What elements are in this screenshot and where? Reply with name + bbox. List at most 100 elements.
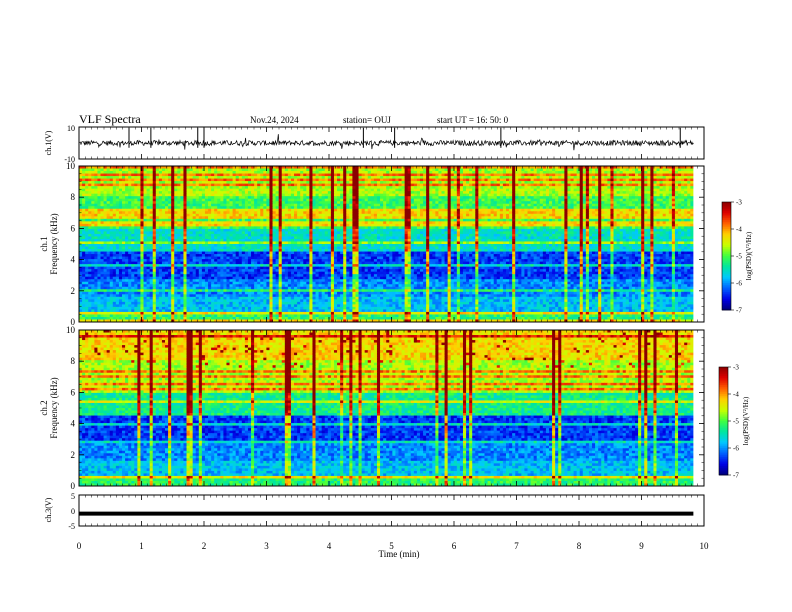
spectrogram-cell	[158, 218, 163, 222]
spectrogram-cell	[125, 208, 129, 212]
spectrogram-cell	[312, 181, 316, 185]
spectrogram-cell	[272, 216, 276, 220]
spectrogram-cell	[340, 166, 344, 169]
spectrogram-cell	[118, 213, 123, 217]
spectrogram-cell	[545, 171, 550, 174]
spectrogram-cell	[389, 183, 393, 187]
spectrogram-cell	[358, 196, 363, 200]
spectrogram-cell	[109, 203, 114, 207]
spectrogram-cell	[419, 193, 424, 197]
spectrogram-cell	[570, 188, 574, 192]
spectrogram-cell	[487, 193, 492, 197]
spectrogram-cell	[638, 171, 642, 174]
spectrogram-cell	[361, 226, 366, 230]
spectrogram-cell	[263, 186, 267, 190]
spectrogram-cell	[226, 198, 230, 202]
spectrogram-cell	[453, 173, 458, 177]
spectrogram-cell	[321, 173, 326, 177]
spectrogram-cell	[257, 173, 261, 177]
spectrogram-cell	[294, 206, 298, 210]
spectrogram-cell	[340, 191, 344, 195]
spectrogram-cell	[85, 201, 89, 205]
spectrogram-cell	[447, 188, 452, 192]
spectrogram-cell	[143, 226, 147, 230]
spectrogram-cell	[509, 171, 513, 174]
spectrogram-cell	[247, 193, 252, 197]
spectrogram-cell	[638, 183, 642, 187]
spectrogram-cell	[616, 173, 621, 177]
spectrogram-cell	[690, 216, 694, 220]
spectrogram-cell	[610, 171, 614, 174]
spectrogram-cell	[585, 218, 590, 222]
spectrogram-cell	[484, 198, 488, 202]
spectrogram-cell	[515, 186, 519, 190]
spectrogram-cell	[352, 198, 356, 202]
spectrogram-cell	[327, 173, 332, 177]
spectrogram-cell	[251, 198, 255, 202]
spectrogram-cell	[690, 206, 694, 210]
spectrogram-cell	[217, 183, 221, 187]
spectrogram-cell	[478, 206, 482, 210]
spectrogram-cell	[284, 186, 289, 190]
spectrogram-cell	[223, 206, 227, 210]
spectrogram-cell	[186, 188, 190, 192]
spectrogram-cell	[410, 173, 415, 177]
spectrogram-cell	[416, 171, 421, 174]
spectrogram-cell	[361, 176, 366, 179]
spectrogram-cell	[85, 211, 89, 215]
spectrogram-cell	[435, 213, 439, 217]
spectrogram-cell	[395, 206, 399, 210]
spectrogram-cell	[171, 178, 175, 182]
spectrogram-cell	[389, 171, 393, 174]
spectrogram-cell	[91, 193, 95, 197]
spectrogram-cell	[275, 198, 280, 202]
spectrogram-cell	[82, 171, 86, 174]
spectrogram-cell	[635, 166, 639, 169]
spectrogram-cell	[165, 218, 169, 222]
spectrogram-cell	[678, 206, 682, 210]
spectrogram-cell	[254, 186, 258, 190]
spectrogram-cell	[499, 213, 504, 217]
spectrogram-cell	[109, 206, 114, 210]
spectrogram-cell	[284, 218, 289, 222]
spectrogram-cell	[306, 201, 310, 205]
spectrogram-cell	[441, 171, 445, 174]
spectrogram-cell	[79, 213, 83, 217]
spectrogram-cell	[128, 193, 132, 197]
spectrogram-cell	[601, 173, 605, 177]
spectrogram-cell	[690, 218, 694, 222]
spectrogram-cell	[607, 218, 611, 222]
spectrogram-cell	[641, 181, 645, 185]
spectrogram-cell	[232, 176, 237, 179]
spectrogram-cell	[349, 186, 353, 190]
spectrogram-cell	[536, 186, 541, 190]
spectrogram-cell	[82, 218, 86, 222]
spectrogram-cell	[364, 188, 369, 192]
spectrogram-cell	[407, 173, 412, 177]
spectrogram-cell	[115, 193, 120, 197]
spectrogram-cell	[502, 166, 507, 169]
spectrogram-cell	[324, 198, 329, 202]
spectrogram-cell	[641, 221, 645, 225]
spectrogram-cell	[82, 168, 86, 172]
spectrogram-cell	[641, 198, 645, 202]
spectrogram-cell	[235, 201, 240, 205]
spectrogram-cell	[312, 201, 316, 205]
spectrogram-cell	[115, 211, 120, 215]
spectrogram-cell	[309, 221, 313, 225]
spectrogram-cell	[389, 173, 393, 177]
spectrogram-cell	[321, 166, 326, 169]
spectrogram-cell	[204, 201, 209, 205]
spectrogram-cell	[168, 173, 172, 177]
spectrogram-cell	[161, 203, 166, 207]
spectrogram-cell	[306, 221, 310, 225]
spectrogram-cell	[505, 176, 510, 179]
spectrogram-cell	[478, 221, 482, 225]
spectrogram-cell	[628, 178, 633, 182]
spectrogram-cell	[122, 211, 126, 215]
spectrogram-cell	[352, 216, 356, 220]
spectrogram-cell	[604, 211, 608, 215]
spectrogram-cell	[330, 171, 335, 174]
spectrogram-cell	[122, 203, 126, 207]
spectrogram-cell	[401, 176, 406, 179]
